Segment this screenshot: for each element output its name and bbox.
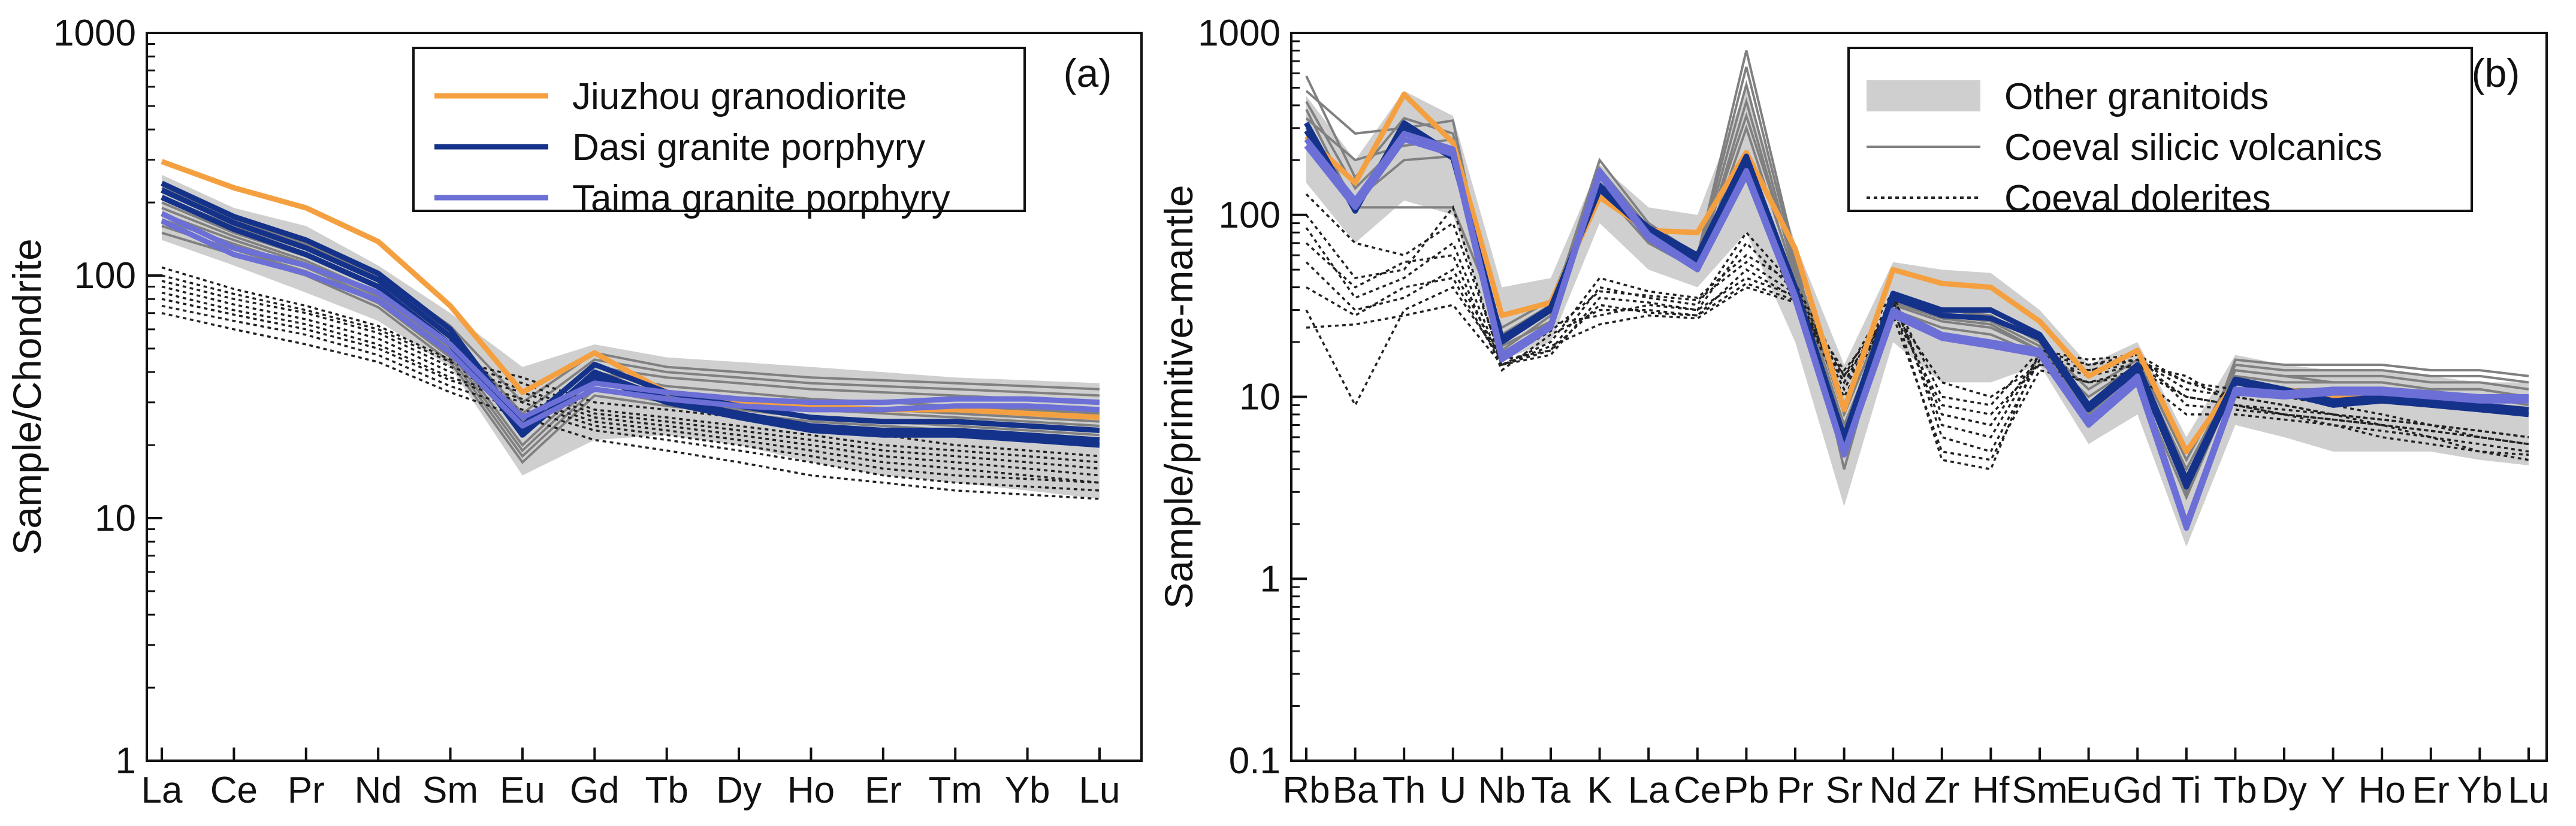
x-tick-label-gd: Gd bbox=[570, 770, 620, 811]
y-tick-label: 100 bbox=[74, 255, 136, 296]
legend-box bbox=[412, 47, 1026, 212]
y-tick-label: 1000 bbox=[1198, 13, 1281, 54]
panel-a-rare-earth-pattern: 1 10 100 1000 La Ce Pr Nd Sm Eu Gd Tb Dy Ho Er Tm Yb Lu Sa… bbox=[5, 13, 1143, 811]
dolerite-line-2 bbox=[161, 274, 1100, 464]
x-tick-label-k: K bbox=[1587, 770, 1612, 811]
panel-b-trace-element-spider: 0.1 1 10 100 1000 Rb Ba Th U Nb Ta K La Ce Pb Pr Sr Nd Zr H… bbox=[1156, 13, 2549, 811]
x-tick-label-er: Er bbox=[2412, 770, 2450, 811]
y-axis-title: Sample/primitive-mantle bbox=[1156, 185, 1201, 609]
volcanic-line-3 bbox=[1305, 80, 2529, 483]
dolerite-line-1 bbox=[161, 266, 1100, 458]
legend-label-taima-granite-porphyry: Taima granite porphyry bbox=[572, 178, 950, 219]
y-tick-label: 1 bbox=[1260, 558, 1281, 600]
x-tick-label-nd: Nd bbox=[355, 770, 402, 811]
plot-area bbox=[161, 159, 1100, 500]
dolerite-line-4 bbox=[1305, 242, 2529, 453]
dolerite-line-8 bbox=[161, 311, 1100, 500]
y-tick-label: 1000 bbox=[53, 13, 136, 54]
panel-label: (b) bbox=[2472, 51, 2520, 95]
x-tick-label-ce: Ce bbox=[210, 770, 258, 811]
x-tick-label-sr: Sr bbox=[1826, 770, 1863, 811]
plot-frame bbox=[146, 32, 1143, 762]
legend: Other granitoids Coeval silicic volcanics… bbox=[1847, 47, 2473, 219]
x-tick-label-hf: Hf bbox=[1972, 770, 2010, 811]
x-tick-label-er: Er bbox=[865, 770, 902, 811]
y-tick-label: 100 bbox=[1219, 195, 1281, 236]
legend-label-coeval-dolerites: Coeval dolerites bbox=[2004, 178, 2271, 219]
y-tick-label: 0.1 bbox=[1229, 740, 1281, 782]
dolerite-line-3 bbox=[161, 280, 1100, 470]
legend-label-jiuzhou-granodiorite: Jiuzhou granodiorite bbox=[572, 76, 907, 117]
x-tick-label-tb: Tb bbox=[2213, 770, 2257, 811]
x-tick-label-ta: Ta bbox=[1531, 770, 1571, 811]
x-tick-label-sm: Sm bbox=[422, 770, 478, 811]
x-tick-label-dy: Dy bbox=[716, 770, 762, 811]
x-tick-label-pb: Pb bbox=[1723, 770, 1769, 811]
series-taima-granite-porphyry-5 bbox=[1304, 137, 2529, 531]
x-tick-label-rb: Rb bbox=[1282, 770, 1330, 811]
x-tick-label-lu: Lu bbox=[1079, 770, 1121, 811]
x-tick-label-nd: Nd bbox=[1870, 770, 1917, 811]
x-tick-label-la: La bbox=[141, 770, 183, 811]
x-tick-label-tb: Tb bbox=[645, 770, 688, 811]
x-tick-label-lu: Lu bbox=[2508, 770, 2550, 811]
dolerite-line-2 bbox=[1305, 205, 2529, 446]
volcanic-line-1 bbox=[161, 186, 1100, 404]
x-tick-label-zr: Zr bbox=[1925, 770, 1960, 811]
x-tick-label-ho: Ho bbox=[2358, 770, 2406, 811]
x-tick-label-nb: Nb bbox=[1478, 770, 1526, 811]
series-taima-granite-porphyry-6 bbox=[161, 218, 1100, 429]
series-dasi-granite-porphyry-3 bbox=[1304, 125, 2529, 490]
dolerite-line-8 bbox=[1306, 282, 2529, 446]
x-tick-label-yb: Yb bbox=[2457, 770, 2502, 811]
dolerite-line-5 bbox=[161, 291, 1100, 484]
series-dasi-granite-porphyry-2 bbox=[1304, 120, 2529, 483]
x-tick-label-la: La bbox=[1628, 770, 1669, 811]
dolerite-line-6 bbox=[161, 298, 1100, 484]
legend-box bbox=[1847, 47, 2473, 212]
series-taima-granite-porphyry-4 bbox=[1304, 131, 2529, 527]
x-tick-label-dy: Dy bbox=[2261, 770, 2307, 811]
y-axis-title: Sample/Chondrite bbox=[5, 238, 49, 555]
x-tick-label-yb: Yb bbox=[1005, 770, 1050, 811]
dolerite-line-7 bbox=[161, 304, 1100, 492]
y-tick-label: 10 bbox=[95, 498, 136, 539]
x-tick-label-eu: Eu bbox=[2066, 770, 2112, 811]
legend-swatch-other-granitoids bbox=[1867, 80, 1980, 111]
x-tick-label-eu: Eu bbox=[500, 770, 545, 811]
x-tick-label-y: Y bbox=[2321, 770, 2345, 811]
legend-label-dasi-granite-porphyry: Dasi granite porphyry bbox=[572, 127, 925, 168]
x-tick-label-pr: Pr bbox=[1777, 770, 1814, 811]
x-tick-label-sm: Sm bbox=[2012, 770, 2068, 811]
panel-label: (a) bbox=[1064, 51, 1112, 95]
y-tick-label: 10 bbox=[1239, 377, 1281, 418]
x-tick-label-gd: Gd bbox=[2113, 770, 2163, 811]
plot-area bbox=[1304, 50, 2529, 547]
dolerite-line-4 bbox=[161, 285, 1100, 477]
legend-label-coeval-silicic-volcanics: Coeval silicic volcanics bbox=[2004, 127, 2382, 168]
x-tick-label-u: U bbox=[1439, 770, 1466, 811]
series-taima-granite-porphyry-5 bbox=[161, 211, 1100, 420]
legend-label-other-granitoids: Other granitoids bbox=[2004, 76, 2269, 117]
x-tick-label-ho: Ho bbox=[787, 770, 835, 811]
legend: Jiuzhou granodiorite Dasi granite porphyr… bbox=[412, 47, 1026, 219]
x-tick-label-pr: Pr bbox=[288, 770, 325, 811]
x-tick-label-ti: Ti bbox=[2172, 770, 2201, 811]
x-tick-label-th: Th bbox=[1382, 770, 1426, 811]
series-jiuzhou-granodiorite-1 bbox=[161, 159, 1100, 420]
x-tick-label-ba: Ba bbox=[1333, 770, 1378, 811]
x-tick-label-tm: Tm bbox=[928, 770, 982, 811]
series-dasi-granite-porphyry-2 bbox=[161, 180, 1100, 433]
y-tick-label: 1 bbox=[116, 740, 136, 782]
x-tick-label-ce: Ce bbox=[1674, 770, 1721, 811]
